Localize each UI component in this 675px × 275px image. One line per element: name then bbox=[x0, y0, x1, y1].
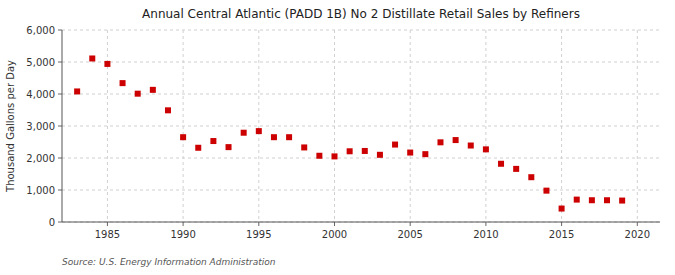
point bbox=[74, 88, 80, 94]
point bbox=[498, 161, 504, 167]
tick-label: 1,000 bbox=[26, 185, 55, 196]
grid-line bbox=[485, 30, 486, 222]
title: Annual Central Atlantic (PADD 1B) No 2 D… bbox=[142, 7, 580, 21]
tick-label: 4,000 bbox=[26, 89, 55, 100]
grid-line bbox=[62, 158, 660, 159]
grid-line bbox=[410, 30, 411, 222]
tick bbox=[58, 222, 62, 223]
y-axis-line bbox=[62, 30, 63, 222]
tick bbox=[637, 222, 638, 226]
point bbox=[377, 152, 383, 158]
point bbox=[256, 128, 262, 134]
tick bbox=[58, 94, 62, 95]
point bbox=[241, 130, 247, 136]
tick-label: 2020 bbox=[625, 229, 650, 240]
point bbox=[604, 197, 610, 203]
plot-area bbox=[62, 30, 660, 222]
y-axis-label: Thousand Gallons per Day bbox=[5, 60, 16, 193]
tick bbox=[334, 222, 335, 226]
grid-line bbox=[258, 30, 259, 222]
grid-line bbox=[637, 30, 638, 222]
point bbox=[407, 150, 413, 156]
point bbox=[271, 134, 277, 140]
point bbox=[437, 139, 443, 145]
point bbox=[589, 197, 595, 203]
point bbox=[150, 87, 156, 93]
tick bbox=[485, 222, 486, 226]
point bbox=[316, 153, 322, 159]
grid-line bbox=[334, 30, 335, 222]
tick bbox=[58, 62, 62, 63]
point bbox=[422, 151, 428, 157]
tick-label: 0 bbox=[49, 217, 55, 228]
tick bbox=[258, 222, 259, 226]
x-axis-line bbox=[62, 222, 660, 223]
point bbox=[362, 148, 368, 154]
point bbox=[468, 143, 474, 149]
grid-line bbox=[62, 30, 660, 31]
point bbox=[574, 197, 580, 203]
tick bbox=[410, 222, 411, 226]
tick-label: 1995 bbox=[246, 229, 271, 240]
point bbox=[120, 80, 126, 86]
point bbox=[347, 148, 353, 154]
grid-line bbox=[107, 30, 108, 222]
source-note: Source: U.S. Energy Information Administ… bbox=[62, 257, 276, 267]
tick-label: 2000 bbox=[322, 229, 347, 240]
point bbox=[180, 134, 186, 140]
grid-line bbox=[62, 126, 660, 127]
point bbox=[392, 142, 398, 148]
point bbox=[286, 134, 292, 140]
grid-line bbox=[62, 190, 660, 191]
tick-label: 6,000 bbox=[26, 25, 55, 36]
grid-line bbox=[62, 222, 660, 223]
grid-line bbox=[62, 94, 660, 95]
tick-label: 2010 bbox=[473, 229, 498, 240]
point bbox=[301, 144, 307, 150]
point bbox=[226, 144, 232, 150]
tick bbox=[107, 222, 108, 226]
tick-label: 3,000 bbox=[26, 121, 55, 132]
point bbox=[543, 188, 549, 194]
tick bbox=[58, 30, 62, 31]
tick bbox=[58, 158, 62, 159]
chart: 0 1,000 2,000 3,000 4,000 5,000 6,000 1985 1990 1… bbox=[0, 0, 675, 275]
tick-label: 5,000 bbox=[26, 57, 55, 68]
axes: 0 1,000 2,000 3,000 4,000 5,000 6,000 1985 1990 1… bbox=[26, 25, 660, 241]
tick-label: 1985 bbox=[95, 229, 120, 240]
grid bbox=[62, 30, 660, 222]
point bbox=[453, 137, 459, 143]
tick bbox=[58, 126, 62, 127]
tick-label: 2005 bbox=[397, 229, 422, 240]
points bbox=[74, 55, 625, 211]
tick-label: 2015 bbox=[549, 229, 574, 240]
point bbox=[210, 138, 216, 144]
point bbox=[483, 146, 489, 152]
point bbox=[559, 206, 565, 212]
grid-line bbox=[183, 30, 184, 222]
tick bbox=[561, 222, 562, 226]
tick bbox=[183, 222, 184, 226]
grid-line bbox=[561, 30, 562, 222]
point bbox=[195, 145, 201, 151]
tick-label: 1990 bbox=[170, 229, 195, 240]
point bbox=[513, 166, 519, 172]
point bbox=[89, 55, 95, 61]
point bbox=[619, 198, 625, 204]
point bbox=[135, 91, 141, 97]
tick bbox=[58, 190, 62, 191]
point bbox=[165, 107, 171, 113]
point bbox=[528, 174, 534, 180]
point bbox=[104, 61, 110, 67]
grid-line bbox=[62, 62, 660, 63]
tick-label: 2,000 bbox=[26, 153, 55, 164]
point bbox=[332, 153, 338, 159]
